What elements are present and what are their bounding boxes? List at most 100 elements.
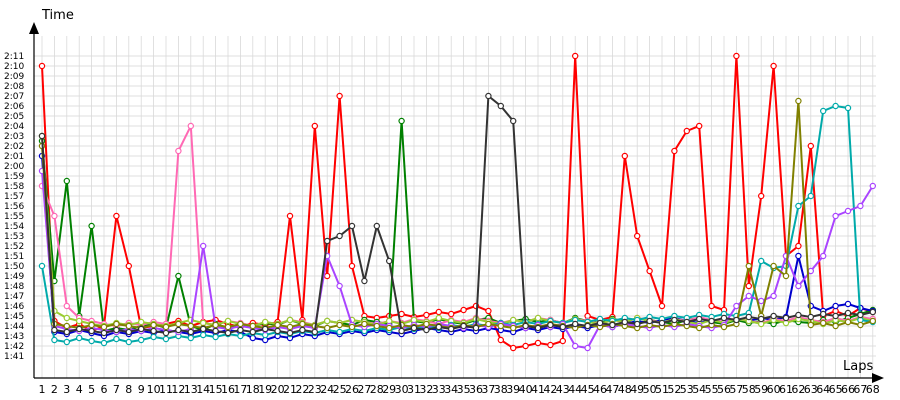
data-point <box>212 333 219 341</box>
data-point <box>522 342 529 350</box>
data-point <box>286 316 294 324</box>
data-point <box>336 282 343 290</box>
x-tick-label: 52 <box>667 383 681 396</box>
data-point <box>844 300 852 308</box>
data-point <box>435 314 442 322</box>
data-point <box>510 344 517 352</box>
data-point <box>572 342 579 350</box>
data-point <box>336 328 343 336</box>
y-tick-label: 1:45 <box>4 312 24 322</box>
data-point <box>572 320 579 328</box>
data-point <box>286 212 294 220</box>
data-point <box>832 302 839 310</box>
data-point <box>770 292 777 300</box>
x-tick-label: 29 <box>382 383 396 396</box>
data-point <box>162 323 170 331</box>
data-point <box>497 322 504 330</box>
data-point <box>510 324 517 332</box>
data-point <box>324 237 331 245</box>
series-6 <box>38 102 877 347</box>
x-tick-label: 65 <box>829 383 843 396</box>
data-point <box>237 326 244 334</box>
data-point <box>844 104 852 112</box>
data-point <box>795 252 802 260</box>
data-point <box>63 338 71 346</box>
y-tick-label: 1:59 <box>4 172 24 182</box>
data-point <box>386 257 393 265</box>
data-point <box>311 122 318 130</box>
data-point <box>187 122 194 130</box>
data-point <box>63 177 71 185</box>
data-point <box>336 92 343 100</box>
data-point <box>237 320 244 328</box>
data-point <box>696 122 703 130</box>
x-tick-label: 35 <box>457 383 471 396</box>
x-tick-label: 20 <box>271 383 285 396</box>
data-point <box>671 316 678 324</box>
y-tick-label: 1:44 <box>4 322 24 332</box>
data-point <box>51 212 58 220</box>
data-point <box>844 318 852 326</box>
x-tick-label: 67 <box>853 383 867 396</box>
data-point <box>758 297 765 305</box>
data-point <box>795 311 802 319</box>
y-tick-label: 1:51 <box>4 252 24 262</box>
y-tick-label: 2:02 <box>4 142 24 152</box>
data-point <box>733 302 740 310</box>
data-point <box>199 331 207 339</box>
data-point <box>795 97 802 105</box>
y-tick-label: 1:52 <box>4 242 24 252</box>
y-tick-label: 2:10 <box>4 62 24 72</box>
data-point <box>559 337 567 345</box>
data-point <box>336 321 343 329</box>
data-point <box>534 339 542 347</box>
data-point <box>38 132 46 140</box>
y-axis-arrow <box>29 22 39 34</box>
data-point <box>832 322 839 330</box>
data-point <box>137 325 145 333</box>
data-point <box>683 127 691 135</box>
data-point <box>38 62 46 70</box>
x-tick-label: 12 <box>171 383 185 396</box>
x-tick-label: 32 <box>419 383 433 396</box>
data-point <box>658 302 666 310</box>
y-tick-label: 2:11 <box>4 52 24 62</box>
y-tick-label: 1:54 <box>4 222 24 232</box>
data-point <box>137 336 145 344</box>
x-tick-label: 5 <box>88 383 95 396</box>
data-point <box>137 318 145 326</box>
data-point <box>187 334 194 342</box>
data-point <box>100 339 108 347</box>
y-tick-label: 1:53 <box>4 232 24 242</box>
x-tick-label: 13 <box>184 383 198 396</box>
data-point <box>150 321 157 329</box>
data-point <box>175 326 182 334</box>
x-tick-label: 2 <box>51 383 58 396</box>
y-tick-label: 1:49 <box>4 272 24 282</box>
data-point <box>510 117 517 125</box>
x-tick-label: 28 <box>370 383 384 396</box>
x-tick-label: 53 <box>680 383 694 396</box>
data-point <box>596 319 604 327</box>
data-point <box>720 323 728 331</box>
data-point <box>100 323 108 331</box>
data-point <box>534 324 542 332</box>
data-point <box>373 322 380 330</box>
data-point <box>820 310 827 318</box>
data-point <box>497 102 504 110</box>
data-point <box>361 320 368 328</box>
data-point <box>125 328 133 336</box>
x-tick-label: 37 <box>481 383 495 396</box>
data-point <box>212 321 219 329</box>
data-point <box>770 262 777 270</box>
data-point <box>262 318 269 326</box>
data-point <box>869 308 877 316</box>
y-tick-label: 1:56 <box>4 202 24 212</box>
data-point <box>720 314 728 322</box>
data-point <box>795 242 802 250</box>
data-point <box>795 202 802 210</box>
data-point <box>770 62 777 70</box>
data-point <box>745 313 753 321</box>
x-tick-label: 42 <box>543 383 557 396</box>
